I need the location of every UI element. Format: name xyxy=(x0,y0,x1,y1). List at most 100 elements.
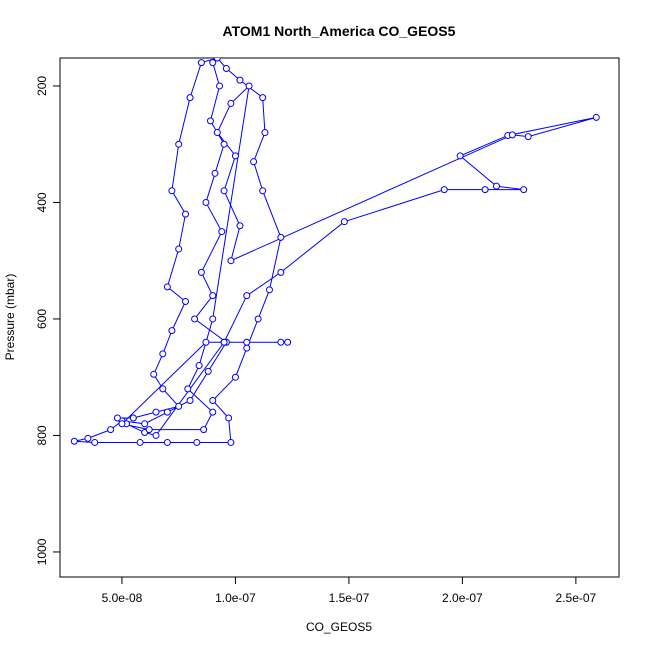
data-point xyxy=(182,297,190,305)
data-point xyxy=(202,198,210,206)
x-tick-label: 2.0e-07 xyxy=(442,591,483,605)
data-point xyxy=(259,94,267,102)
data-point xyxy=(209,397,217,405)
data-point xyxy=(168,327,176,335)
y-tick-label: 600 xyxy=(35,309,49,329)
data-point xyxy=(186,397,194,405)
data-point xyxy=(175,402,183,410)
y-tick-label: 1000 xyxy=(35,538,49,565)
data-point xyxy=(197,268,205,276)
data-point xyxy=(91,438,99,446)
data-point xyxy=(136,438,144,446)
data-point xyxy=(440,186,448,194)
y-tick-label: 200 xyxy=(35,76,49,96)
data-point xyxy=(456,152,464,160)
data-point xyxy=(227,257,235,265)
x-tick-label: 1.5e-07 xyxy=(329,591,370,605)
data-point xyxy=(277,233,285,241)
data-point xyxy=(152,408,160,416)
plot-area xyxy=(70,58,600,446)
data-point xyxy=(236,222,244,230)
data-point xyxy=(222,64,230,72)
data-point xyxy=(340,218,348,226)
data-point xyxy=(243,292,251,300)
x-axis-label: CO_GEOS5 xyxy=(306,620,372,634)
data-point xyxy=(159,385,167,393)
data-point xyxy=(243,344,251,352)
data-point xyxy=(225,414,233,422)
data-point xyxy=(220,338,228,346)
data-point xyxy=(129,414,137,422)
data-point xyxy=(481,186,489,194)
x-tick-label: 1.0e-07 xyxy=(215,591,256,605)
x-tick-label: 5.0e-08 xyxy=(102,591,143,605)
data-point xyxy=(186,94,194,102)
data-point xyxy=(220,187,228,195)
data-point xyxy=(150,370,158,378)
data-point xyxy=(163,283,171,291)
data-point xyxy=(145,426,153,434)
data-point xyxy=(220,140,228,148)
data-point xyxy=(277,268,285,276)
data-point xyxy=(113,414,121,422)
x-tick-label: 2.5e-07 xyxy=(556,591,597,605)
data-point xyxy=(141,420,149,428)
data-point xyxy=(218,228,226,236)
data-point xyxy=(209,292,217,300)
data-point xyxy=(191,315,199,323)
data-point xyxy=(209,315,217,323)
data-point xyxy=(227,438,235,446)
data-point xyxy=(202,338,210,346)
data-point xyxy=(265,286,273,294)
data-point xyxy=(211,169,219,177)
data-point xyxy=(284,338,292,346)
data-point xyxy=(209,408,217,416)
plot-frame xyxy=(59,57,620,578)
data-point xyxy=(206,117,214,125)
data-point xyxy=(118,420,126,428)
y-tick-label: 800 xyxy=(35,425,49,445)
data-point xyxy=(197,59,205,67)
data-point xyxy=(254,315,262,323)
data-point xyxy=(213,58,221,62)
data-point xyxy=(524,133,532,141)
data-point xyxy=(159,350,167,358)
data-point xyxy=(277,338,285,346)
data-point xyxy=(209,59,217,67)
data-point xyxy=(245,82,253,90)
data-point xyxy=(492,182,500,190)
data-point xyxy=(592,113,600,121)
data-point xyxy=(163,408,171,416)
data-point xyxy=(168,187,176,195)
data-point xyxy=(70,437,78,445)
data-point xyxy=(175,140,183,148)
data-point xyxy=(84,434,92,442)
data-point xyxy=(261,129,269,137)
data-point xyxy=(184,385,192,393)
data-point xyxy=(231,373,239,381)
data-point xyxy=(236,76,244,84)
chart-title: ATOM1 North_America CO_GEOS5 xyxy=(223,23,456,39)
data-point xyxy=(213,129,221,137)
data-point xyxy=(204,367,212,375)
data-point xyxy=(152,431,160,439)
data-point xyxy=(216,82,224,90)
data-point xyxy=(520,186,528,194)
data-point xyxy=(231,152,239,160)
data-point xyxy=(163,438,171,446)
data-point xyxy=(193,438,201,446)
data-point xyxy=(107,426,115,434)
data-point xyxy=(200,426,208,434)
data-point xyxy=(508,131,516,139)
data-point xyxy=(182,210,190,218)
y-axis-label: Pressure (mbar) xyxy=(3,274,17,361)
y-tick-label: 400 xyxy=(35,192,49,212)
data-point xyxy=(227,99,235,107)
data-point xyxy=(243,338,251,346)
data-point xyxy=(259,187,267,195)
data-point xyxy=(250,158,258,166)
data-point xyxy=(195,362,203,370)
data-point xyxy=(175,245,183,253)
